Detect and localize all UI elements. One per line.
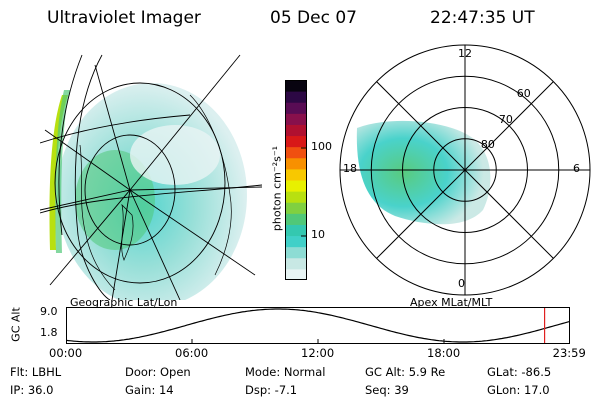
altitude-plot	[66, 307, 570, 344]
colorbar-band	[285, 146, 307, 159]
mlt-label: 12	[458, 47, 472, 60]
colorbar	[285, 80, 307, 280]
altitude-ylabel: GC Alt	[9, 307, 23, 342]
glat-info: GLat: -86.5	[487, 365, 552, 379]
colorbar-band	[285, 124, 307, 137]
mode-info: Mode: Normal	[245, 365, 326, 379]
polar-grid	[339, 44, 591, 296]
altitude-xticks	[66, 339, 570, 344]
colorbar-band	[285, 191, 307, 203]
colorbar-band	[285, 202, 307, 214]
altitude-xtick-label: 06:00	[175, 346, 209, 360]
glon-info: GLon: 17.0	[487, 383, 550, 397]
mlt-label: 18	[343, 162, 357, 175]
mlt-label: 0	[458, 277, 465, 290]
colorbar-band	[285, 213, 307, 225]
colorbar-band	[285, 157, 307, 170]
door-info: Door: Open	[125, 365, 191, 379]
colorbar-band	[285, 235, 307, 248]
time-label: 22:47:35 UT	[430, 8, 535, 28]
colorbar-ticks	[301, 147, 307, 237]
colorbar-band	[285, 268, 307, 280]
seq-info: Seq: 39	[365, 383, 409, 397]
colorbar-band	[285, 91, 307, 103]
mlat-label: 70	[498, 112, 513, 126]
coastlines	[79, 94, 232, 291]
mlt-label: 6	[573, 162, 580, 175]
mlat-label: 60	[516, 87, 531, 101]
altitude-ytick-min: 1.8	[40, 326, 58, 339]
gain-info: Gain: 14	[125, 383, 174, 397]
date-label: 05 Dec 07	[270, 8, 357, 28]
mlat-label: 80	[480, 138, 495, 152]
colorbar-tick-100: 100	[311, 140, 332, 153]
mlt-spoke	[376, 169, 466, 259]
mlt-spoke	[376, 81, 466, 171]
altitude-xtick-label: 23:59	[552, 346, 586, 360]
colorbar-band	[285, 246, 307, 259]
altitude-curve	[66, 308, 570, 343]
colorbar-band	[285, 224, 307, 237]
ip-info: IP: 36.0	[10, 383, 54, 397]
geographic-map	[40, 54, 262, 300]
polar-plot	[339, 44, 591, 296]
colorbar-label: photon cm⁻²s⁻¹	[270, 145, 284, 232]
altitude-xtick-label: 00:00	[49, 346, 83, 360]
instrument-title: Ultraviolet Imager	[47, 8, 201, 28]
colorbar-band	[285, 180, 307, 192]
mlt-spoke	[464, 169, 554, 259]
altitude-xtick-label: 12:00	[301, 346, 335, 360]
colorbar-band	[285, 113, 307, 125]
polar-auroral-emission	[356, 120, 491, 225]
colorbar-band	[285, 102, 307, 114]
left-panel-caption: Geographic Lat/Lon	[70, 296, 178, 309]
colorbar-band	[285, 80, 307, 92]
colorbar-band	[285, 257, 307, 270]
dsp-info: Dsp: -7.1	[245, 383, 298, 397]
altitude-xtick-label: 18:00	[427, 346, 461, 360]
altitude-ytick-max: 9.0	[40, 305, 58, 318]
colorbar-bands	[285, 80, 307, 280]
colorbar-tick-10: 10	[311, 228, 325, 241]
auroral-emission	[49, 83, 247, 300]
right-panel-caption: Apex MLat/MLT	[410, 296, 493, 309]
colorbar-band	[285, 168, 307, 181]
colorbar-band	[285, 135, 307, 148]
mlt-spoke	[464, 81, 554, 171]
lat-lon-grid	[40, 54, 262, 300]
gc-alt-info: GC Alt: 5.9 Re	[365, 365, 446, 379]
filter-info: Flt: LBHL	[10, 365, 62, 379]
